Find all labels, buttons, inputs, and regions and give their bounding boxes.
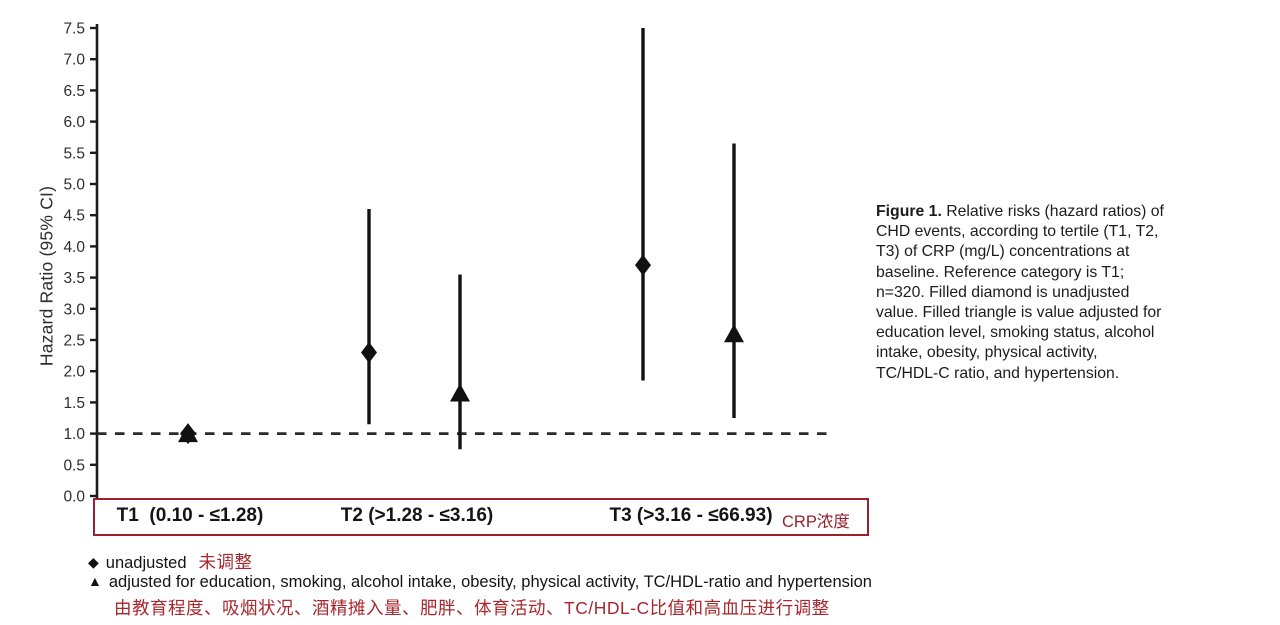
legend-row-unadjusted: ◆ unadjusted 未调整	[88, 549, 253, 574]
legend-adjusted-label: adjusted for education, smoking, alcohol…	[108, 573, 872, 591]
diamond-marker-icon: ◆	[88, 554, 99, 570]
y-axis-tick-label: 1.5	[63, 395, 85, 412]
crp-tertile-box: T1 (0.10 - ≤1.28) T2 (>1.28 - ≤3.16) T3 …	[93, 498, 869, 536]
diamond-marker	[361, 341, 377, 363]
y-axis-tick-label: 2.0	[63, 364, 85, 381]
x-category-label-t3: T3 (>3.16 - ≤66.93)	[609, 505, 773, 526]
legend-row-adjusted: ▲ adjusted for education, smoking, alcoho…	[88, 573, 872, 592]
y-axis-tick-label: 5.0	[63, 177, 85, 194]
y-axis-tick-label: 6.5	[63, 83, 85, 100]
triangle-marker	[724, 324, 744, 343]
triangle-marker-icon: ▲	[88, 573, 102, 589]
x-category-label-t2: T2 (>1.28 - ≤3.16)	[340, 505, 494, 526]
legend-row-adjusted-zh: 由教育程度、吸烟状况、酒精摊入量、肥胖、体育活动、TC/HDL-C比值和高血压进…	[114, 595, 830, 620]
triangle-marker	[450, 383, 470, 402]
y-axis-tick-label: 6.0	[63, 114, 85, 131]
legend-unadjusted-label-zh: 未调整	[198, 552, 253, 572]
y-axis-tick-label: 3.0	[63, 301, 85, 318]
caption-line: n=320. Filled diamond is unadjusted	[876, 283, 1130, 301]
caption-line: T3) of CRP (mg/L) concentrations at	[876, 243, 1130, 261]
figure-caption: Figure 1. Relative risks (hazard ratios)…	[876, 202, 1261, 384]
caption-line: TC/HDL-C ratio, and hypertension.	[876, 364, 1120, 382]
forest-plot: 0.0 0.5 1.0 1.5 2.0 2.5 3.0 3.5 4.0 4.5 5.0 5.5 6.0 6…	[63, 21, 827, 506]
caption-figure-label: Figure 1.	[876, 203, 942, 220]
y-axis-tick-label: 2.5	[63, 333, 85, 350]
y-axis-tick-label: 3.5	[63, 270, 85, 287]
x-category-label-t1: T1 (0.10 - ≤1.28)	[116, 505, 264, 526]
y-axis-tick-label: 4.5	[63, 208, 85, 225]
caption-line: Figure 1. Relative risks (hazard ratios)…	[876, 203, 1164, 220]
y-axis-tick-label: 4.0	[63, 239, 85, 256]
caption-line: intake, obesity, physical activity,	[876, 344, 1098, 362]
legend-adjusted-label-zh: 由教育程度、吸烟状况、酒精摊入量、肥胖、体育活动、TC/HDL-C比值和高血压进…	[114, 598, 830, 618]
legend-unadjusted-label: unadjusted	[105, 554, 187, 572]
y-axis-tick-label: 0.5	[63, 457, 85, 474]
y-axis-tick-label: 0.0	[63, 489, 85, 506]
caption-line: value. Filled triangle is value adjusted…	[876, 304, 1162, 322]
diamond-marker	[635, 254, 651, 276]
y-axis-tick-label: 5.5	[63, 145, 85, 162]
caption-line: baseline. Reference category is T1;	[876, 263, 1125, 281]
caption-line: education level, smoking status, alcohol	[876, 324, 1155, 342]
triangle-marker	[178, 424, 198, 443]
y-axis-tick-label: 7.5	[63, 21, 85, 38]
caption-line: CHD events, according to tertile (T1, T2…	[876, 223, 1159, 241]
y-axis-title: Hazard Ratio (95% CI)	[36, 185, 57, 367]
crp-axis-note: CRP浓度	[782, 513, 850, 531]
y-axis-tick-label: 7.0	[63, 52, 85, 69]
y-axis-tick-label: 1.0	[63, 426, 85, 443]
